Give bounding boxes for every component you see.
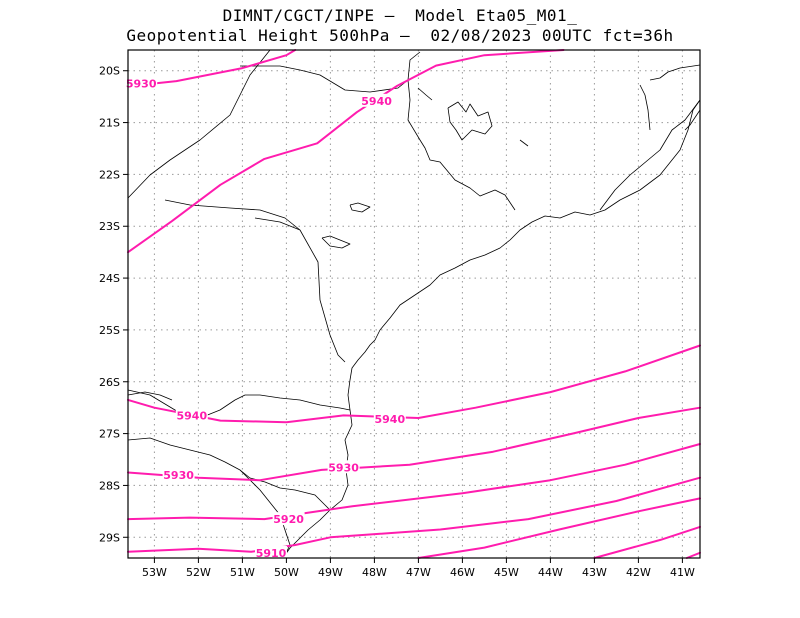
contour-label-background [125,76,158,90]
x-tick-label: 44W [538,566,563,579]
y-tick-label: 26S [99,376,120,389]
y-tick-label: 25S [99,324,120,337]
x-tick-label: 48W [362,566,387,579]
x-axis-ticks: 53W 52W 51W 50W 49W 48W 47W 46W 45W 44W 43W 42W 41W [142,558,695,579]
y-tick-label: 29S [99,531,120,544]
contour-label-background [272,512,305,526]
contour-line-5940 [127,49,565,254]
contour-label: 5930 [163,469,194,482]
contour-label-background [360,93,393,107]
x-tick-label: 50W [274,566,299,579]
contour-label-background [327,460,360,474]
contour-label: 5940 [374,413,405,426]
contour-line-5930 [127,406,701,482]
contour-line-5880 [685,551,701,559]
contour-label-background [255,545,287,559]
y-axis-ticks: 20S 21S 22S 23S 24S 25S 26S 27S 28S 29S [99,65,128,544]
contour-label: 5940 [176,409,207,422]
contour-labels: 5930 5940 5940 5940 5930 5930 5920 5910 [125,76,406,560]
chart-title-line2: Geopotential Height 500hPa – 02/08/2023 … [126,26,674,45]
contour-label: 5920 [273,513,304,526]
contour-line-5920 [127,443,701,521]
plot-frame [127,49,701,559]
contour-line-5930 [127,49,297,88]
x-tick-label: 47W [406,566,431,579]
contour-line-5890 [593,525,701,559]
contour-label-background [373,412,406,426]
contour-line-5940 [127,344,701,424]
y-tick-label: 20S [99,65,120,78]
y-tick-label: 27S [99,428,120,441]
contour-label: 5930 [126,78,157,91]
y-tick-label: 23S [99,220,120,233]
x-tick-label: 45W [494,566,519,579]
contour-label: 5910 [256,547,287,560]
lat-lon-grid [128,50,700,558]
y-tick-label: 24S [99,272,120,285]
contour-label-background [175,408,208,422]
contour-line-5910 [127,476,701,553]
x-tick-label: 41W [670,566,695,579]
x-tick-label: 46W [450,566,475,579]
y-tick-label: 21S [99,117,120,130]
x-tick-label: 51W [230,566,255,579]
contour-label-background [162,468,195,482]
contour-line-5900 [417,497,701,559]
geopotential-contours [127,49,701,559]
x-tick-label: 43W [582,566,607,579]
x-tick-label: 53W [142,566,167,579]
y-tick-label: 28S [99,479,120,492]
chart-title-line1: DIMNT/CGCT/INPE – Model Eta05_M01_ [222,6,578,25]
contour-label: 5940 [361,95,392,108]
x-tick-label: 52W [186,566,211,579]
contour-label: 5930 [328,461,359,474]
x-tick-label: 42W [626,566,651,579]
coastline-and-borders [127,49,701,556]
y-tick-label: 22S [99,168,120,181]
x-tick-label: 49W [318,566,343,579]
